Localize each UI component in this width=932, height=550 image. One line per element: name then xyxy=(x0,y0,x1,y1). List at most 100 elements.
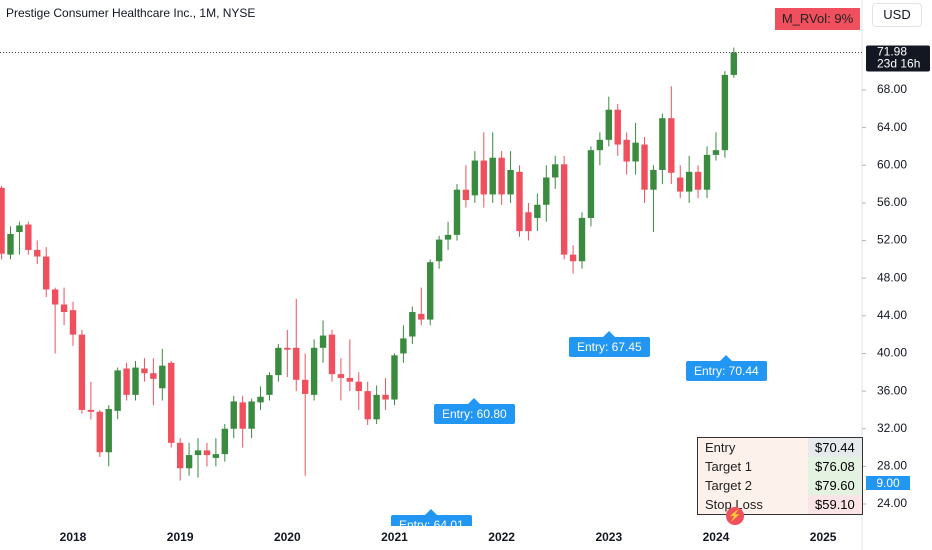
candle-body xyxy=(275,347,282,376)
currency-button[interactable]: USD xyxy=(872,3,922,27)
table-key: Entry xyxy=(697,437,808,457)
candle-body xyxy=(552,164,559,178)
candle-body xyxy=(7,233,14,255)
table-key: Target 1 xyxy=(697,457,808,476)
alert-icon[interactable]: ⚡ xyxy=(726,507,744,525)
candle-body xyxy=(284,347,291,350)
candle-body xyxy=(471,160,479,196)
x-tick-label: 2024 xyxy=(703,530,730,544)
candle-body xyxy=(703,154,711,190)
candle-body xyxy=(578,217,586,262)
candle-body xyxy=(659,118,666,170)
table-value: $76.08 xyxy=(808,457,863,476)
candle-body xyxy=(489,157,496,195)
candle-body xyxy=(435,239,443,262)
candle-body xyxy=(337,374,345,378)
candle-body xyxy=(560,164,568,255)
candle-body xyxy=(668,118,675,173)
y-tick-label: 40.00 xyxy=(877,346,907,360)
candle-body xyxy=(605,109,612,140)
candle-body xyxy=(516,171,523,232)
candle-body xyxy=(694,171,702,190)
candle-body xyxy=(364,391,371,420)
x-tick-label: 2023 xyxy=(595,530,622,544)
x-tick-label: 2020 xyxy=(274,530,301,544)
candle-body xyxy=(78,334,86,410)
y-tick-label: 36.00 xyxy=(877,383,907,397)
candle-body xyxy=(596,139,604,151)
y-tick-label: 64.00 xyxy=(877,120,907,134)
candle-body xyxy=(730,52,738,75)
table-key: Target 2 xyxy=(697,476,808,495)
candle-body xyxy=(480,160,487,195)
y-tick-label: 24.00 xyxy=(877,496,907,510)
candle-body xyxy=(373,394,380,420)
candle-body xyxy=(141,368,148,374)
candle-body xyxy=(87,409,95,412)
candle-body xyxy=(569,254,577,262)
candle-body xyxy=(632,142,639,162)
candle-body xyxy=(418,313,425,320)
y-tick-label: 68.00 xyxy=(877,82,907,96)
candle-body xyxy=(310,347,318,395)
y-tick-label: 32.00 xyxy=(877,421,907,435)
table-value: $70.44 xyxy=(808,437,863,457)
candle-body xyxy=(355,381,362,392)
x-tick-label: 2025 xyxy=(810,530,837,544)
x-tick-label: 2022 xyxy=(488,530,515,544)
candle-body xyxy=(257,396,264,403)
candle-body xyxy=(534,204,541,218)
candle-body xyxy=(123,368,130,395)
price-tag xyxy=(866,45,930,72)
entry-label: Entry: 60.80 xyxy=(434,398,515,424)
y-tick-label: 48.00 xyxy=(877,270,907,284)
candles xyxy=(0,47,738,481)
candle-body xyxy=(43,256,50,290)
candle-body xyxy=(721,74,729,151)
candle-body xyxy=(266,375,273,395)
candle-body xyxy=(400,338,407,354)
candle-body xyxy=(677,177,684,192)
scale-label: 9.00 xyxy=(866,476,910,490)
candle-body xyxy=(346,377,354,382)
candle-body xyxy=(203,450,211,456)
entry-label: Entry: 67.45 xyxy=(569,331,650,357)
candle-body xyxy=(543,177,550,205)
candle-body xyxy=(105,408,112,453)
candle-body xyxy=(614,109,621,145)
candle-body xyxy=(60,304,68,313)
x-tick-label: 2018 xyxy=(60,530,87,544)
candle-body xyxy=(194,450,202,456)
candle-body xyxy=(525,212,532,232)
candle-body xyxy=(498,157,505,195)
y-tick-label: 28.00 xyxy=(877,459,907,473)
chart-title: Prestige Consumer Healthcare Inc., 1M, N… xyxy=(6,6,255,20)
candle-body xyxy=(453,189,461,235)
candle-body xyxy=(328,334,336,375)
candle-body xyxy=(0,187,5,254)
y-tick-label: 52.00 xyxy=(877,233,907,247)
countdown-label: 23d 16h xyxy=(877,57,920,71)
entry-label: Entry: 70.44 xyxy=(686,355,767,381)
candle-body xyxy=(168,362,175,443)
candle-body xyxy=(623,139,630,162)
candle-body xyxy=(301,379,309,394)
candle-body xyxy=(185,455,193,469)
candle-body xyxy=(212,454,220,458)
annotation-layer: Entry: 67.45 Entry: 70.44 Entry: 60.80 E… xyxy=(391,331,767,526)
candle-body xyxy=(51,289,59,305)
candle-body xyxy=(507,169,514,195)
candle-body xyxy=(319,335,327,348)
table-key: Stop Loss xyxy=(697,495,808,515)
entry-label: Entry: 64.01 xyxy=(391,509,472,526)
candle-body xyxy=(444,234,452,240)
candle-body xyxy=(248,401,255,429)
candle-body xyxy=(69,310,77,335)
y-tick-label: 60.00 xyxy=(877,157,907,171)
candle-body xyxy=(712,150,720,155)
candle-body xyxy=(462,189,470,201)
candle-body xyxy=(409,312,416,337)
candle-body xyxy=(114,370,121,411)
